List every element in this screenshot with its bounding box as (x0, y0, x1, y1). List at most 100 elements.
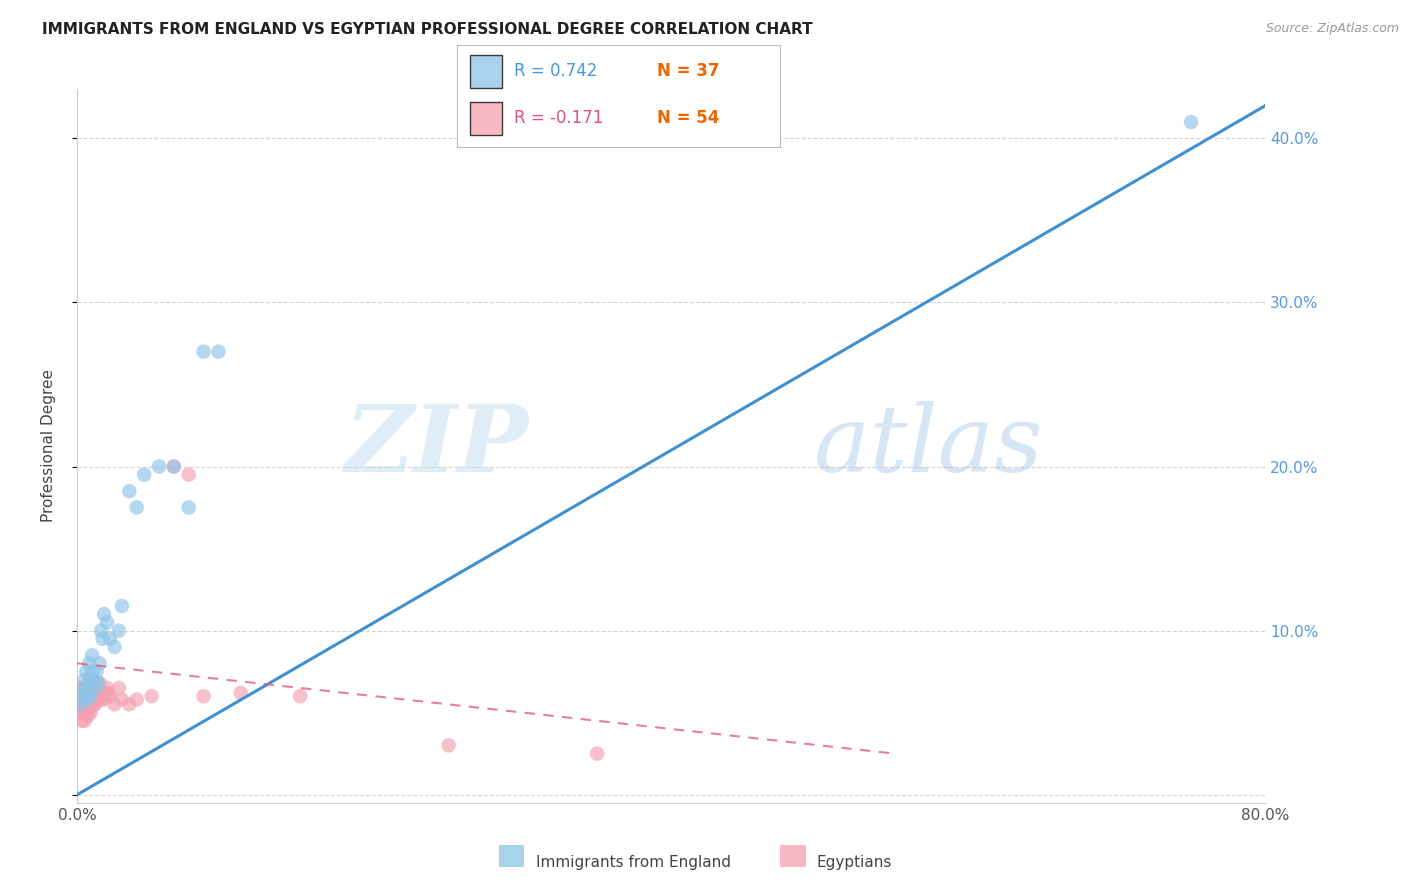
Point (82, 648, 104, 662)
Point (90, 692, 112, 706)
Point (103, 698, 125, 712)
Text: Immigrants from England: Immigrants from England (536, 855, 731, 870)
Point (77, 673, 100, 687)
Point (108, 681, 131, 695)
Point (96, 681, 118, 695)
Point (229, 686, 252, 700)
Point (163, 459, 186, 474)
Point (80, 692, 103, 706)
Point (76, 681, 98, 695)
Point (82, 689, 104, 703)
Point (141, 689, 163, 703)
Point (77, 657, 100, 671)
Text: ZIP: ZIP (344, 401, 529, 491)
Point (73, 698, 96, 712)
Point (89, 676, 111, 690)
Point (82, 698, 104, 712)
FancyBboxPatch shape (470, 102, 502, 135)
Point (83, 681, 105, 695)
Point (72, 681, 94, 695)
Point (73, 673, 96, 687)
Point (93, 607, 115, 622)
Point (207, 344, 229, 359)
Point (98, 689, 121, 703)
Point (73, 714, 96, 728)
Point (70, 714, 93, 728)
Point (72, 706, 94, 720)
Point (80, 689, 103, 703)
Point (89, 657, 111, 671)
FancyBboxPatch shape (470, 55, 502, 87)
Point (75, 692, 97, 706)
Point (91, 686, 114, 700)
Point (1180, 115, 1202, 129)
Point (125, 692, 148, 706)
Point (96, 615, 118, 630)
Text: Egyptians: Egyptians (817, 855, 893, 870)
Point (80, 706, 103, 720)
Point (91, 632, 114, 646)
Point (89, 689, 111, 703)
Point (73, 689, 96, 703)
Point (586, 747, 609, 761)
Point (73, 681, 96, 695)
Point (70, 681, 93, 695)
Point (86, 665, 108, 679)
Point (86, 692, 108, 706)
Point (75, 698, 97, 712)
Point (125, 500, 148, 515)
Point (76, 689, 98, 703)
Point (108, 624, 131, 638)
Point (97, 686, 120, 700)
Point (118, 698, 141, 712)
Point (93, 692, 115, 706)
Point (437, 739, 460, 753)
Point (177, 500, 200, 515)
Text: R = -0.171: R = -0.171 (513, 110, 603, 128)
Point (288, 689, 311, 703)
Point (67, 698, 90, 712)
Text: N = 37: N = 37 (658, 62, 720, 80)
Text: R = 0.742: R = 0.742 (513, 62, 598, 80)
Point (94, 686, 117, 700)
Point (148, 459, 170, 474)
Point (87, 681, 110, 695)
Text: Source: ZipAtlas.com: Source: ZipAtlas.com (1265, 22, 1399, 36)
Point (90, 624, 112, 638)
Text: atlas: atlas (814, 401, 1043, 491)
Point (77, 692, 100, 706)
Point (111, 692, 134, 706)
Point (69, 689, 91, 703)
Point (103, 640, 125, 654)
Text: IMMIGRANTS FROM ENGLAND VS EGYPTIAN PROFESSIONAL DEGREE CORRELATION CHART: IMMIGRANTS FROM ENGLAND VS EGYPTIAN PROF… (42, 22, 813, 37)
Point (80, 676, 103, 690)
Point (77, 681, 100, 695)
Point (87, 676, 110, 690)
Point (76, 689, 98, 703)
Point (75, 665, 97, 679)
Point (83, 698, 105, 712)
Point (70, 698, 93, 712)
Point (193, 344, 215, 359)
Point (75, 681, 97, 695)
Point (76, 698, 98, 712)
Text: N = 54: N = 54 (658, 110, 720, 128)
Point (83, 673, 105, 687)
Point (86, 676, 108, 690)
Point (76, 709, 98, 723)
Point (72, 689, 94, 703)
Point (82, 665, 104, 679)
Point (193, 689, 215, 703)
Point (70, 689, 93, 703)
Point (134, 467, 156, 482)
Y-axis label: Professional Degree: Professional Degree (42, 369, 56, 523)
Point (118, 484, 141, 499)
Point (77, 702, 100, 716)
Point (111, 599, 134, 613)
Point (84, 681, 107, 695)
Point (69, 706, 91, 720)
Point (84, 698, 107, 712)
Point (163, 459, 186, 474)
Point (82, 676, 104, 690)
Point (98, 632, 121, 646)
